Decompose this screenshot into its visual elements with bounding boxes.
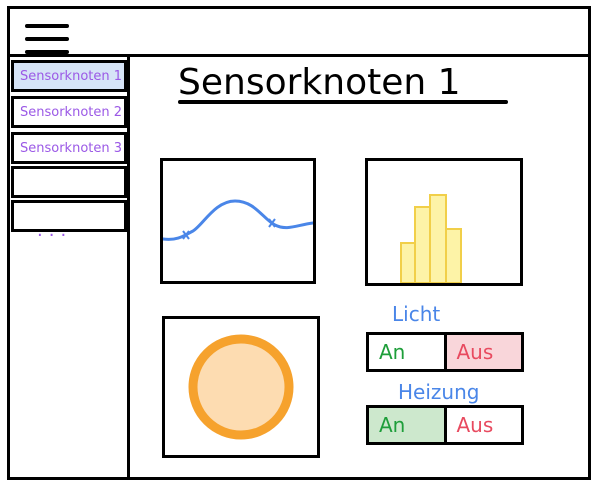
heating-label: Heizung (398, 380, 480, 404)
app-window (7, 6, 591, 480)
heating-toggle: An Aus (366, 405, 524, 445)
gauge-panel (162, 316, 320, 458)
line-point-markers (182, 218, 276, 240)
gauge-circle (188, 334, 294, 440)
sidebar-item-label: Sensorknoten 2 (20, 104, 123, 120)
line-point-marker (182, 230, 190, 240)
sidebar: Sensorknoten 1 Sensorknoten 2 Sensorknot… (7, 54, 130, 480)
sidebar-item-empty[interactable] (11, 166, 127, 198)
light-on-label: An (379, 340, 406, 364)
light-on-button[interactable]: An (369, 335, 447, 369)
bar (445, 228, 462, 284)
line-chart (161, 199, 315, 241)
light-off-label: Aus (456, 340, 494, 364)
sidebar-item-sensorknoten-3[interactable]: Sensorknoten 3 (11, 132, 127, 164)
line-point-marker (268, 218, 276, 228)
gauge (188, 334, 294, 440)
hamburger-menu-icon[interactable] (25, 24, 69, 56)
light-off-button[interactable]: Aus (446, 335, 521, 369)
title-underline (178, 100, 508, 104)
sidebar-item-empty[interactable] (11, 200, 127, 232)
heating-off-label: Aus (456, 413, 494, 437)
sidebar-item-sensorknoten-1[interactable]: Sensorknoten 1 (11, 60, 127, 92)
bar (429, 194, 447, 284)
bar-chart-panel (365, 158, 523, 286)
sidebar-item-label: Sensorknoten 1 (20, 68, 123, 84)
light-toggle: An Aus (366, 332, 524, 372)
bar (414, 206, 431, 284)
heating-on-button[interactable]: An (369, 408, 447, 442)
line-chart-panel (160, 158, 316, 284)
light-label: Licht (392, 302, 441, 326)
heating-on-label: An (379, 413, 406, 437)
heating-off-button[interactable]: Aus (447, 408, 522, 442)
sidebar-item-label: Sensorknoten 3 (20, 140, 123, 156)
bar (400, 242, 416, 284)
sidebar-item-sensorknoten-2[interactable]: Sensorknoten 2 (11, 96, 127, 128)
page-title: Sensorknoten 1 (178, 62, 461, 103)
top-bar (7, 6, 591, 57)
bar-chart (400, 194, 462, 284)
